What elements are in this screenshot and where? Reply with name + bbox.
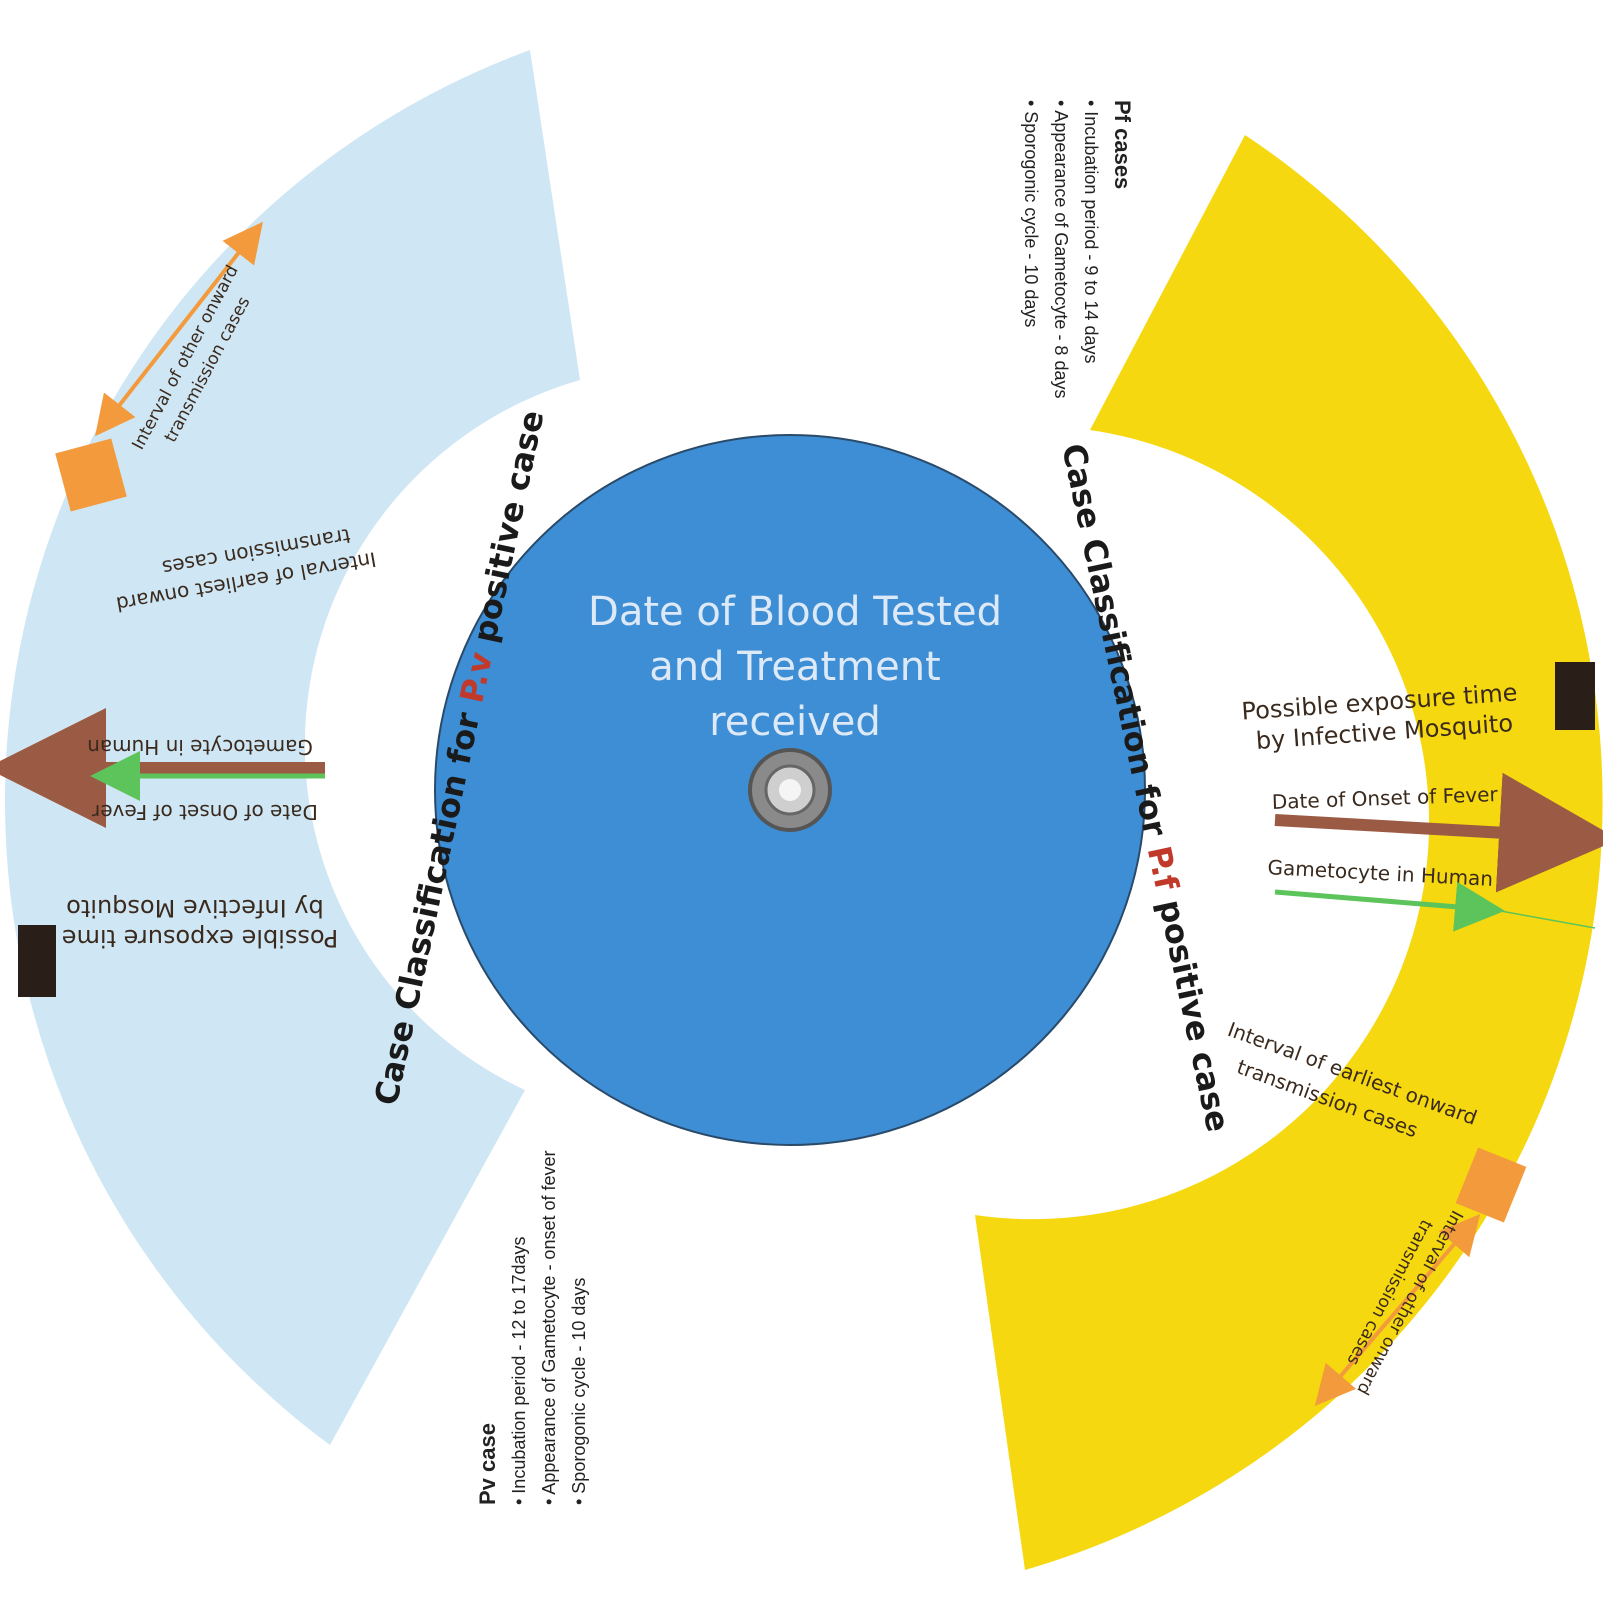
pv-exposure-label-2: by Infective Mosquito <box>66 894 324 922</box>
pv-earliest-marker <box>55 438 127 512</box>
pf-notes-heading: Pf cases <box>1110 100 1135 189</box>
pv-exposure-marker <box>18 925 56 997</box>
grommet-hole <box>779 779 801 801</box>
pf-note-1: • Incubation period - 9 to 14 days <box>1081 100 1101 363</box>
pf-gametocyte-extension <box>1494 909 1596 929</box>
pv-other-onward-arrow <box>95 221 263 437</box>
pv-note-1: • Incubation period - 12 to 17days <box>509 1237 529 1505</box>
pf-gametocyte-arrow <box>1274 881 1505 932</box>
pf-onset-arrow <box>1274 772 1603 893</box>
pv-gametocyte-label: Gametocyte in Human <box>87 735 313 759</box>
center-line-3: received <box>709 699 881 745</box>
pf-note-2: • Appearance of Gametocyte - 8 days <box>1051 100 1071 398</box>
pf-other-onward-arrow <box>1314 1213 1481 1407</box>
center-line-2: and Treatment <box>649 644 941 690</box>
pf-earliest-marker <box>1455 1147 1527 1223</box>
pv-note-3: • Sporogonic cycle - 10 days <box>569 1278 589 1505</box>
pf-band <box>975 135 1603 1570</box>
pf-note-3: • Sporogonic cycle - 10 days <box>1021 100 1041 327</box>
pv-notes-heading: Pv case <box>475 1423 500 1505</box>
pv-exposure-label-1: Possible exposure time <box>62 924 338 952</box>
pv-onset-label: Date of Onset of Fever <box>91 800 318 824</box>
center-line-1: Date of Blood Tested <box>588 589 1002 635</box>
pv-note-2: • Appearance of Gametocyte - onset of fe… <box>539 1150 559 1505</box>
pf-exposure-marker <box>1555 662 1595 730</box>
